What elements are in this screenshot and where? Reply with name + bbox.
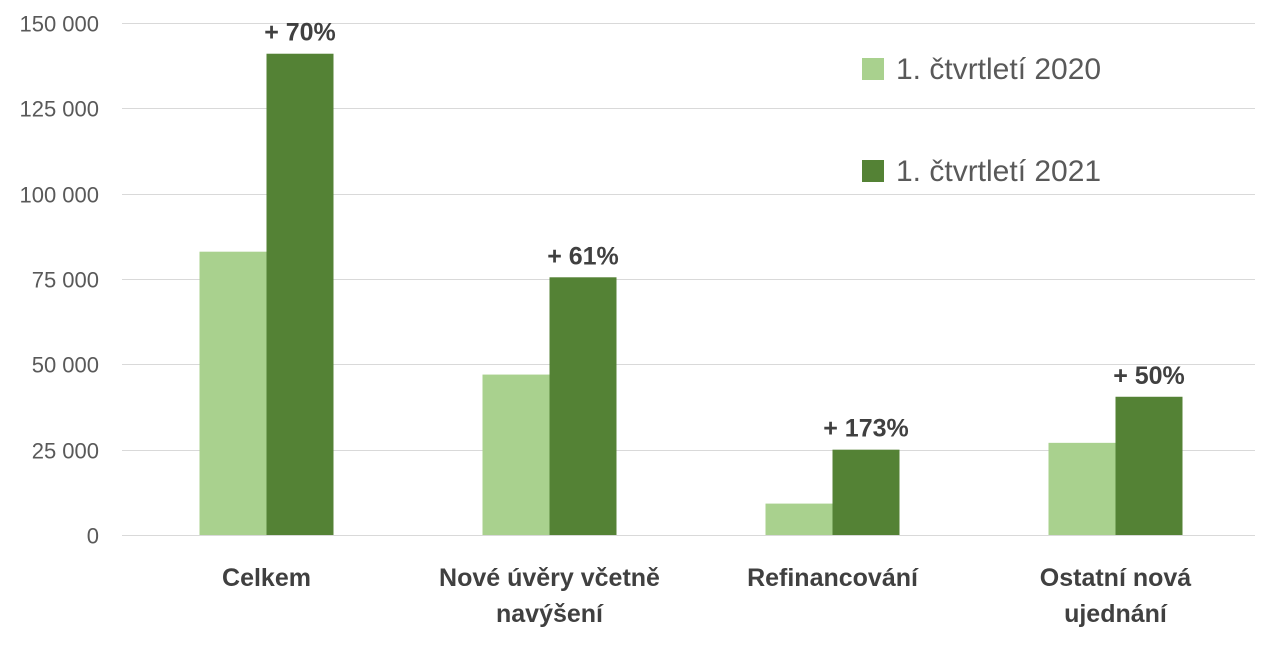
y-tick-label: 100 000: [19, 183, 99, 208]
bars: [199, 53, 1183, 535]
y-tick-label: 125 000: [19, 97, 99, 122]
growth-label: + 173%: [823, 415, 909, 443]
x-tick-label-line: navýšení: [496, 600, 604, 628]
x-tick-label: Nové úvěry včetně navýšení: [439, 564, 660, 628]
bar-q1-2021: [266, 53, 334, 535]
x-tick-label-line: Nové úvěry včetně: [439, 564, 660, 592]
y-tick-label: 75 000: [32, 268, 99, 293]
legend-swatch: [862, 160, 884, 182]
legend: 1. čtvrtletí 2020 1. čtvrtletí 2021: [862, 53, 1101, 188]
bar-q1-2021: [549, 277, 617, 535]
y-tick-label: 0: [87, 524, 99, 549]
bar-q1-2020: [1048, 442, 1116, 535]
x-tick-label: Celkem: [222, 564, 311, 592]
y-tick-label: 50 000: [32, 353, 99, 378]
bar-q1-2020: [482, 374, 550, 535]
x-tick-label-line: ujednání: [1064, 600, 1168, 628]
y-tick-label: 150 000: [19, 12, 99, 37]
growth-label: + 61%: [547, 242, 619, 270]
x-tick-label-line: Celkem: [222, 564, 311, 592]
legend-label: 1. čtvrtletí 2020: [896, 53, 1101, 86]
x-tick-label-line: Refinancování: [747, 564, 919, 592]
y-tick-label: 25 000: [32, 439, 99, 464]
bar-q1-2021: [1115, 396, 1183, 535]
data-labels: + 70% + 61% + 173% + 50%: [264, 19, 1185, 443]
bar-q1-2020: [765, 503, 833, 535]
bar-q1-2020: [199, 251, 267, 535]
x-axis-tick-labels: Celkem Nové úvěry včetně navýšení Refinanco…: [222, 564, 1191, 628]
x-tick-label: Refinancování: [747, 564, 919, 592]
y-axis-tick-labels: 0 25 000 50 000 75 000 100 000 125 000 150 000: [19, 12, 99, 549]
bar-q1-2021: [832, 449, 900, 535]
x-tick-label: Ostatní nová ujednání: [1040, 564, 1192, 628]
growth-label: + 70%: [264, 19, 336, 47]
growth-label: + 50%: [1113, 362, 1185, 390]
x-tick-label-line: Ostatní nová: [1040, 564, 1192, 592]
legend-swatch: [862, 58, 884, 80]
legend-label: 1. čtvrtletí 2021: [896, 155, 1101, 188]
